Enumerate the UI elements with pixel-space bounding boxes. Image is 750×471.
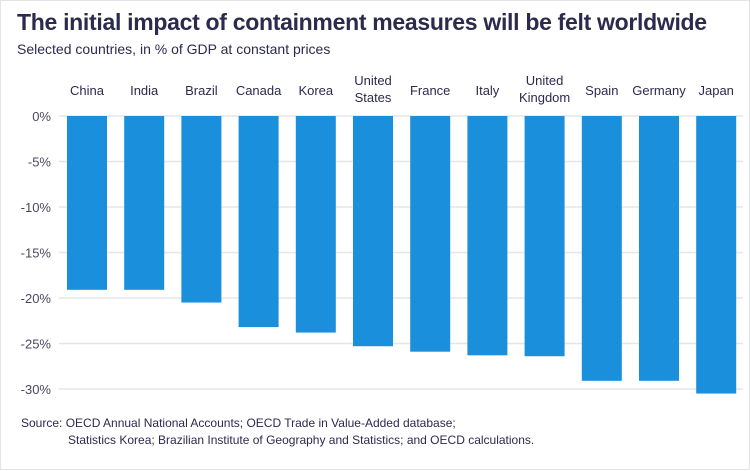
category-label: Canada bbox=[236, 83, 282, 98]
source-line-2: Statistics Korea; Brazilian Institute of… bbox=[68, 433, 535, 447]
category-label: China bbox=[70, 83, 105, 98]
chart-source: Source: OECD Annual National Accounts; O… bbox=[21, 415, 534, 449]
category-label: Korea bbox=[298, 83, 333, 98]
category-label: United bbox=[354, 73, 392, 88]
category-label: United bbox=[526, 73, 564, 88]
bar-france bbox=[410, 116, 451, 352]
chart-title: The initial impact of containment measur… bbox=[17, 9, 707, 35]
y-tick-label: -25% bbox=[21, 337, 52, 352]
category-label: Brazil bbox=[185, 83, 218, 98]
category-label: France bbox=[410, 83, 450, 98]
category-label: Italy bbox=[475, 83, 499, 98]
y-tick-label: -30% bbox=[21, 382, 52, 397]
bar-india bbox=[124, 116, 165, 290]
category-label: India bbox=[130, 83, 159, 98]
bar-korea bbox=[295, 116, 336, 333]
bar-japan bbox=[696, 116, 737, 394]
bar-italy bbox=[467, 116, 508, 356]
bar-united-kingdom bbox=[524, 116, 565, 357]
y-tick-label: -5% bbox=[28, 155, 52, 170]
bar-spain bbox=[581, 116, 622, 381]
bar-germany bbox=[639, 116, 679, 381]
bar-united-states bbox=[353, 116, 393, 347]
y-tick-label: -10% bbox=[21, 200, 52, 215]
y-tick-label: -20% bbox=[21, 291, 52, 306]
category-label: Spain bbox=[585, 83, 618, 98]
bar-brazil bbox=[181, 116, 222, 303]
chart-subtitle: Selected countries, in % of GDP at const… bbox=[17, 41, 331, 57]
y-tick-label: 0% bbox=[32, 109, 51, 124]
source-line-1: Source: OECD Annual National Accounts; O… bbox=[21, 416, 456, 430]
category-label: Germany bbox=[632, 83, 686, 98]
bar-canada bbox=[238, 116, 279, 328]
bar-china bbox=[67, 116, 107, 290]
category-label: States bbox=[355, 90, 392, 105]
category-label: Kingdom bbox=[519, 90, 570, 105]
category-label: Japan bbox=[698, 83, 733, 98]
y-tick-label: -15% bbox=[21, 246, 52, 261]
